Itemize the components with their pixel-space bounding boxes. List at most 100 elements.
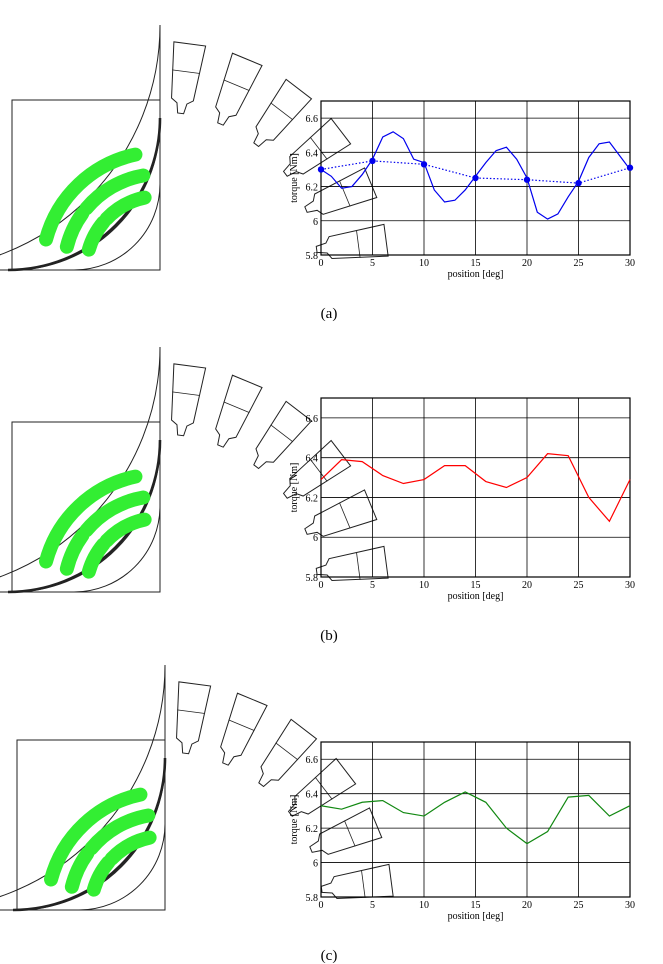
- data-point: [369, 157, 376, 165]
- stator-slot: [287, 757, 357, 817]
- magnet: [86, 855, 116, 897]
- series-line: [320, 453, 631, 523]
- magnet: [44, 787, 148, 887]
- rotor-surface: [11, 443, 161, 593]
- plot-frame: [320, 741, 631, 898]
- x-axis-label: position [deg]: [448, 269, 504, 280]
- x-tick-label: 5: [370, 258, 375, 269]
- magnet: [59, 206, 90, 254]
- rotor-frame: [11, 99, 161, 270]
- data-point: [472, 174, 479, 182]
- magnet: [64, 846, 95, 894]
- x-tick-label: 30: [625, 580, 635, 591]
- stator-outline: [0, 24, 161, 271]
- y-tick-label: 6.4: [306, 790, 319, 801]
- x-tick-label: 30: [625, 258, 635, 269]
- torque-chart-b: 0 5 10 15 20 25 30 5.8 6 6.2 6.4 6.6 position [deg] t…: [289, 397, 635, 602]
- magnet: [81, 537, 111, 579]
- y-tick-label: 6.6: [306, 114, 319, 125]
- magnet: [79, 490, 151, 538]
- y-tick-label: 6.4: [306, 454, 319, 465]
- shaft: [73, 505, 161, 593]
- y-tick-label: 5.8: [306, 251, 319, 262]
- y-axis-label: torque [Nm]: [289, 153, 300, 203]
- y-tick-label: 6.2: [306, 183, 319, 194]
- plot-frame: [320, 397, 631, 578]
- stator-slot: [282, 439, 352, 499]
- stator-slot: [171, 363, 207, 437]
- rotor-frame: [16, 739, 166, 910]
- stator-slot: [320, 863, 394, 899]
- magnet: [104, 830, 157, 866]
- stator-slot: [215, 374, 263, 448]
- y-tick-label: 6.2: [306, 824, 319, 835]
- x-tick-label: 20: [522, 580, 532, 591]
- stator-slot: [304, 489, 378, 537]
- y-axis-label: torque [Nm]: [289, 795, 300, 845]
- rotor-surface: [16, 761, 166, 911]
- data-point: [575, 179, 582, 187]
- stator-slot: [304, 167, 378, 215]
- y-tick-label: 6: [313, 533, 318, 544]
- stator-slot: [258, 718, 318, 788]
- magnet: [79, 168, 151, 216]
- data-point: [317, 166, 325, 173]
- y-tick-label: 5.8: [306, 893, 319, 904]
- magnet: [39, 147, 143, 247]
- stator-outline: [0, 346, 161, 593]
- data-point: [420, 161, 428, 168]
- x-tick-label: 15: [471, 900, 481, 911]
- data-point: [523, 176, 531, 183]
- shaft: [78, 823, 166, 911]
- rotor-frame: [11, 421, 161, 592]
- y-tick-label: 6: [313, 217, 318, 228]
- x-tick-label: 0: [319, 900, 324, 911]
- x-axis-label: position [deg]: [448, 911, 504, 922]
- magnet: [84, 808, 156, 856]
- x-tick-label: 5: [370, 580, 375, 591]
- magnet: [99, 190, 152, 226]
- y-tick-label: 6.2: [306, 493, 319, 504]
- panel-label-a: (a): [321, 306, 338, 322]
- magnet: [81, 215, 111, 257]
- x-tick-label: 20: [522, 258, 532, 269]
- y-tick-label: 6.6: [306, 414, 319, 425]
- motor-cross-section-c: [0, 664, 394, 912]
- stator-slot: [315, 223, 389, 259]
- plot-frame: [320, 100, 631, 256]
- x-tick-label: 15: [471, 258, 481, 269]
- magnet: [59, 528, 90, 576]
- magnet: [39, 469, 143, 569]
- torque-chart-c: 0 5 10 15 20 25 30 5.8 6 6.2 6.4 6.6 position [deg] t…: [289, 741, 635, 922]
- x-tick-label: 25: [574, 258, 584, 269]
- motor-cross-section-a: [0, 24, 389, 272]
- magnet: [99, 512, 152, 548]
- air-gap: [12, 757, 167, 912]
- data-point: [626, 164, 634, 171]
- x-axis-label: position [deg]: [448, 591, 504, 602]
- x-tick-label: 15: [471, 580, 481, 591]
- torque-chart-a: 0 5 10 15 20 25 30 5.8 6 6.2 6.4 6.6 position [deg] t…: [289, 100, 635, 280]
- air-gap: [7, 117, 162, 272]
- series-line: [320, 791, 631, 845]
- stator-slot: [215, 52, 263, 126]
- x-tick-label: 10: [419, 900, 429, 911]
- stator-slot: [220, 692, 268, 766]
- y-tick-label: 6: [313, 859, 318, 870]
- x-tick-label: 25: [574, 580, 584, 591]
- x-tick-label: 0: [319, 258, 324, 269]
- shaft: [73, 183, 161, 271]
- rotor-surface: [11, 121, 161, 271]
- stator-slot: [253, 78, 313, 148]
- panel-label-b: (b): [320, 628, 338, 644]
- y-tick-label: 5.8: [306, 573, 319, 584]
- panel-label-c: (c): [321, 948, 338, 964]
- x-tick-label: 5: [370, 900, 375, 911]
- x-tick-label: 0: [319, 580, 324, 591]
- air-gap: [7, 439, 162, 594]
- stator-slot: [309, 807, 383, 855]
- x-tick-label: 25: [574, 900, 584, 911]
- x-tick-label: 20: [522, 900, 532, 911]
- stator-slot: [315, 545, 389, 581]
